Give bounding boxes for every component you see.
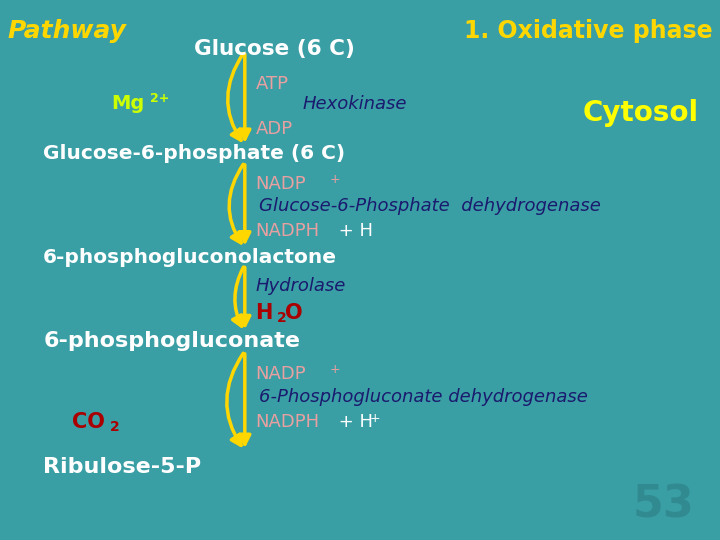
Text: NADP: NADP xyxy=(256,174,306,193)
Text: +: + xyxy=(330,173,341,186)
Text: O: O xyxy=(285,303,302,323)
Text: H: H xyxy=(256,303,273,323)
Text: CO: CO xyxy=(72,412,105,433)
Text: Hexokinase: Hexokinase xyxy=(302,94,407,113)
Text: Glucose-6-Phosphate  dehydrogenase: Glucose-6-Phosphate dehydrogenase xyxy=(259,197,601,215)
Text: NADPH: NADPH xyxy=(256,413,320,431)
Text: 2: 2 xyxy=(109,420,120,434)
Text: 2: 2 xyxy=(277,310,287,325)
Text: NADPH: NADPH xyxy=(256,222,320,240)
Text: Pathway: Pathway xyxy=(7,19,126,43)
Text: ATP: ATP xyxy=(256,75,289,93)
Text: 6-phosphogluconolactone: 6-phosphogluconolactone xyxy=(43,247,337,267)
Text: NADP: NADP xyxy=(256,364,306,383)
Text: Ribulose-5-P: Ribulose-5-P xyxy=(43,457,202,477)
Text: Cytosol: Cytosol xyxy=(582,99,698,127)
Text: 53: 53 xyxy=(633,483,695,526)
Text: Hydrolase: Hydrolase xyxy=(256,277,346,295)
Text: + H: + H xyxy=(333,222,373,240)
Text: +: + xyxy=(369,412,380,425)
Text: ADP: ADP xyxy=(256,119,293,138)
Text: +: + xyxy=(330,363,341,376)
Text: + H: + H xyxy=(333,413,373,431)
Text: 1. Oxidative phase: 1. Oxidative phase xyxy=(464,19,713,43)
Text: Mg: Mg xyxy=(112,94,145,113)
Text: 2+: 2+ xyxy=(150,92,169,105)
Text: Glucose (6 C): Glucose (6 C) xyxy=(194,38,355,59)
Text: 6-Phosphogluconate dehydrogenase: 6-Phosphogluconate dehydrogenase xyxy=(259,388,588,406)
Text: Glucose-6-phosphate (6 C): Glucose-6-phosphate (6 C) xyxy=(43,144,346,164)
Text: 6-phosphogluconate: 6-phosphogluconate xyxy=(43,331,300,352)
